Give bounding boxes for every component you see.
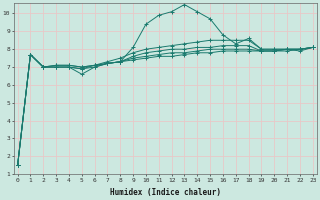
X-axis label: Humidex (Indice chaleur): Humidex (Indice chaleur) xyxy=(110,188,221,197)
